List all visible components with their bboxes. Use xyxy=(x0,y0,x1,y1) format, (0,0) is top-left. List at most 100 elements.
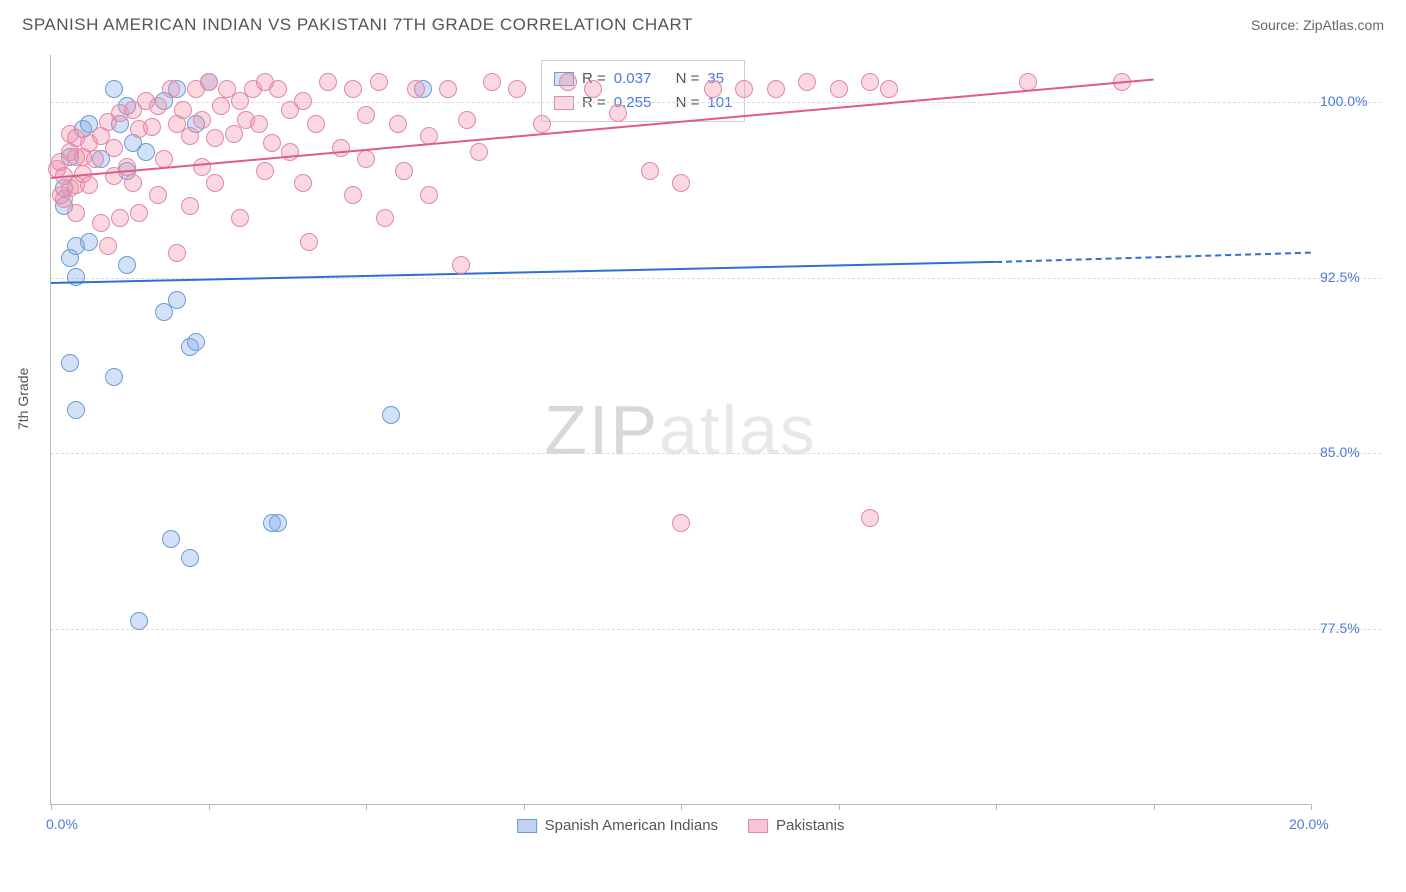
data-point xyxy=(458,111,476,129)
data-point xyxy=(200,73,218,91)
data-point xyxy=(376,209,394,227)
data-point xyxy=(105,368,123,386)
data-point xyxy=(735,80,753,98)
series-legend: Spanish American Indians Pakistanis xyxy=(517,817,845,834)
y-tick-label: 92.5% xyxy=(1320,269,1390,285)
data-point xyxy=(861,73,879,91)
data-point xyxy=(609,104,627,122)
data-point xyxy=(256,162,274,180)
data-point xyxy=(307,115,325,133)
gridline xyxy=(51,629,1381,630)
data-point xyxy=(111,209,129,227)
x-tick xyxy=(839,804,840,810)
data-point xyxy=(861,509,879,527)
data-point xyxy=(130,204,148,222)
data-point xyxy=(830,80,848,98)
data-point xyxy=(193,111,211,129)
x-tick xyxy=(366,804,367,810)
trend-line xyxy=(51,261,996,284)
data-point xyxy=(269,80,287,98)
data-point xyxy=(269,514,287,532)
data-point xyxy=(206,174,224,192)
data-point xyxy=(533,115,551,133)
x-tick-label: 0.0% xyxy=(46,816,78,832)
legend-swatch xyxy=(554,96,574,110)
data-point xyxy=(357,106,375,124)
data-point xyxy=(357,150,375,168)
data-point xyxy=(294,92,312,110)
data-point xyxy=(880,80,898,98)
data-point xyxy=(395,162,413,180)
data-point xyxy=(250,115,268,133)
data-point xyxy=(263,134,281,152)
legend-item: Spanish American Indians xyxy=(517,817,718,834)
data-point xyxy=(80,176,98,194)
data-point xyxy=(420,186,438,204)
data-point xyxy=(281,143,299,161)
data-point xyxy=(212,97,230,115)
watermark: ZIPatlas xyxy=(544,390,817,470)
data-point xyxy=(168,291,186,309)
data-point xyxy=(67,204,85,222)
data-point xyxy=(704,80,722,98)
data-point xyxy=(162,80,180,98)
y-tick-label: 100.0% xyxy=(1320,93,1390,109)
data-point xyxy=(470,143,488,161)
x-tick xyxy=(209,804,210,810)
data-point xyxy=(370,73,388,91)
data-point xyxy=(767,80,785,98)
legend-label: Spanish American Indians xyxy=(545,817,718,834)
data-point xyxy=(99,237,117,255)
data-point xyxy=(231,209,249,227)
data-point xyxy=(193,158,211,176)
data-point xyxy=(118,256,136,274)
y-tick-label: 85.0% xyxy=(1320,444,1390,460)
data-point xyxy=(174,101,192,119)
x-tick xyxy=(1154,804,1155,810)
data-point xyxy=(389,115,407,133)
legend-swatch xyxy=(517,819,537,833)
chart-header: SPANISH AMERICAN INDIAN VS PAKISTANI 7TH… xyxy=(0,0,1406,45)
legend-item: Pakistanis xyxy=(748,817,844,834)
trend-line-dashed xyxy=(996,252,1311,263)
data-point xyxy=(67,148,85,166)
data-point xyxy=(344,80,362,98)
data-point xyxy=(332,139,350,157)
data-point xyxy=(143,118,161,136)
x-tick xyxy=(996,804,997,810)
data-point xyxy=(149,97,167,115)
data-point xyxy=(51,153,69,171)
data-point xyxy=(672,174,690,192)
data-point xyxy=(439,80,457,98)
data-point xyxy=(137,143,155,161)
data-point xyxy=(452,256,470,274)
data-point xyxy=(168,244,186,262)
data-point xyxy=(67,129,85,147)
x-tick xyxy=(681,804,682,810)
data-point xyxy=(92,214,110,232)
data-point xyxy=(61,354,79,372)
data-point xyxy=(181,127,199,145)
data-point xyxy=(52,186,70,204)
chart-title: SPANISH AMERICAN INDIAN VS PAKISTANI 7TH… xyxy=(22,15,693,35)
data-point xyxy=(80,233,98,251)
data-point xyxy=(206,129,224,147)
data-point xyxy=(124,174,142,192)
data-point xyxy=(162,530,180,548)
data-point xyxy=(149,186,167,204)
x-tick xyxy=(1311,804,1312,810)
y-axis-label: 7th Grade xyxy=(15,368,31,430)
data-point xyxy=(67,401,85,419)
data-point xyxy=(407,80,425,98)
x-tick xyxy=(524,804,525,810)
data-point xyxy=(798,73,816,91)
chart-source: Source: ZipAtlas.com xyxy=(1251,17,1384,33)
data-point xyxy=(181,549,199,567)
data-point xyxy=(483,73,501,91)
chart-plot-area: ZIPatlas R = 0.037 N = 35R = 0.255 N = 1… xyxy=(50,55,1310,805)
data-point xyxy=(187,333,205,351)
data-point xyxy=(641,162,659,180)
data-point xyxy=(86,150,104,168)
data-point xyxy=(672,514,690,532)
data-point xyxy=(584,80,602,98)
